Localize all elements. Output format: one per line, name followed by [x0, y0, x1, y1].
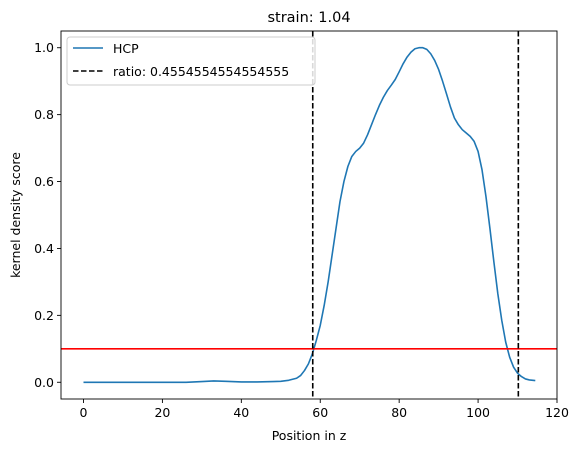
x-tick-label: 80	[391, 405, 407, 420]
y-tick-label: 1.0	[34, 40, 54, 55]
x-tick-label: 20	[154, 405, 170, 420]
x-tick-label: 120	[545, 405, 569, 420]
x-axis-label: Position in z	[272, 428, 347, 443]
y-axis-label: kernel density score	[8, 152, 23, 278]
legend-hcp-label: HCP	[113, 41, 139, 56]
x-tick-label: 0	[80, 405, 88, 420]
y-tick-label: 0.2	[34, 308, 54, 323]
legend-box	[66, 36, 316, 86]
legend-ratio-label: ratio: 0.4554554554554555	[113, 64, 289, 79]
x-tick-label: 60	[312, 405, 328, 420]
y-tick-label: 0.0	[34, 375, 54, 390]
x-tick-label: 100	[466, 405, 490, 420]
y-tick-label: 0.4	[34, 241, 54, 256]
chart-title: strain: 1.04	[267, 10, 350, 26]
y-tick-label: 0.6	[34, 174, 54, 189]
plot-frame	[60, 30, 558, 400]
x-tick-label: 40	[233, 405, 249, 420]
legend: HCP ratio: 0.4554554554554555	[66, 36, 316, 86]
y-tick-label: 0.8	[34, 107, 54, 122]
series-line-hcp	[83, 46, 536, 384]
